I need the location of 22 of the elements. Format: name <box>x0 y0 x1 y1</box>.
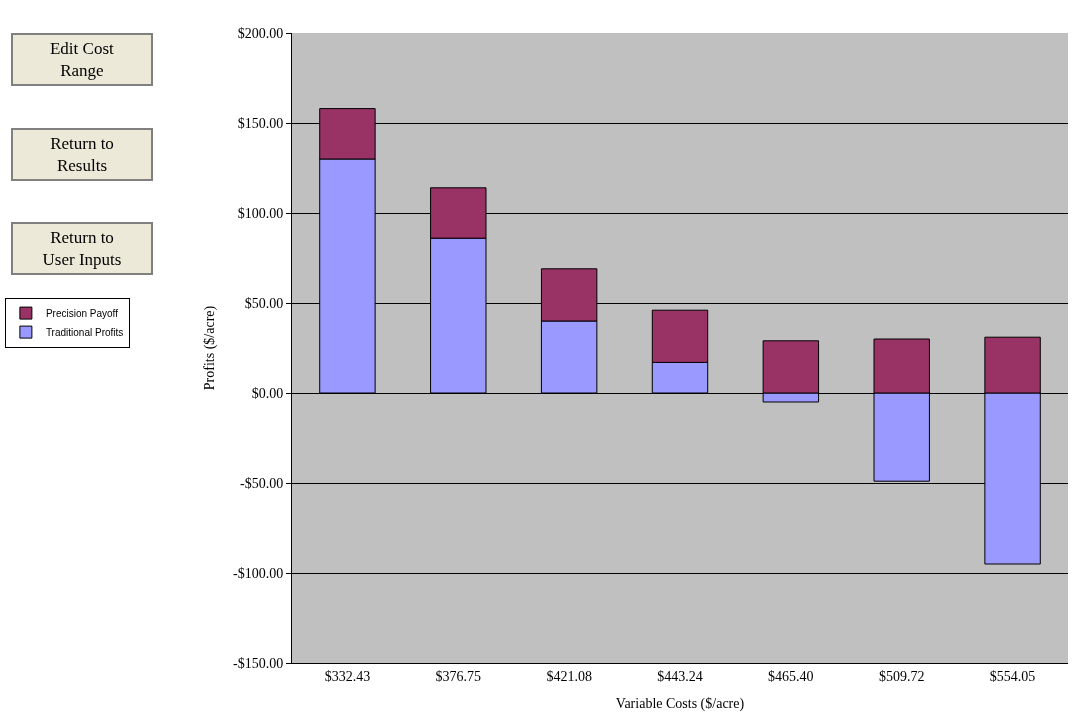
y-tick-label: $200.00 <box>237 25 284 41</box>
text: Return to User Inputs <box>42 228 122 270</box>
text: Return to Results <box>50 134 114 176</box>
text: Edit Cost Range <box>49 39 115 81</box>
y-tick-label: $50.00 <box>244 295 284 311</box>
y-tick-label: $150.00 <box>237 115 284 131</box>
x-tick-label: $465.40 <box>768 668 814 684</box>
x-axis-title: Variable Costs ($/acre) <box>615 696 745 713</box>
x-tick-label: $376.75 <box>435 668 482 684</box>
y-tick-label: -$150.00 <box>233 655 284 671</box>
y-tick-label: -$50.00 <box>240 475 284 491</box>
legend-label: Precision Payoff <box>45 308 119 319</box>
y-tick-label: $100.00 <box>237 205 284 221</box>
y-tick-label: $0.00 <box>251 385 284 401</box>
x-tick-label: $443.24 <box>657 668 703 684</box>
legend-label: Traditional Profits <box>45 327 124 338</box>
x-tick-label: $421.08 <box>546 668 592 684</box>
x-tick-label: $554.05 <box>989 668 1036 684</box>
x-tick-label: $509.72 <box>878 668 925 684</box>
y-tick-label: -$100.00 <box>233 565 284 581</box>
x-tick-label: $332.43 <box>324 668 371 684</box>
y-axis-title: Profits ($/acre) <box>201 305 218 391</box>
